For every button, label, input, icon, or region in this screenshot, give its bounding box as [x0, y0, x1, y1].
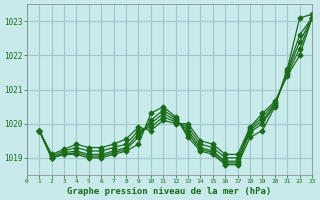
X-axis label: Graphe pression niveau de la mer (hPa): Graphe pression niveau de la mer (hPa) — [67, 187, 272, 196]
